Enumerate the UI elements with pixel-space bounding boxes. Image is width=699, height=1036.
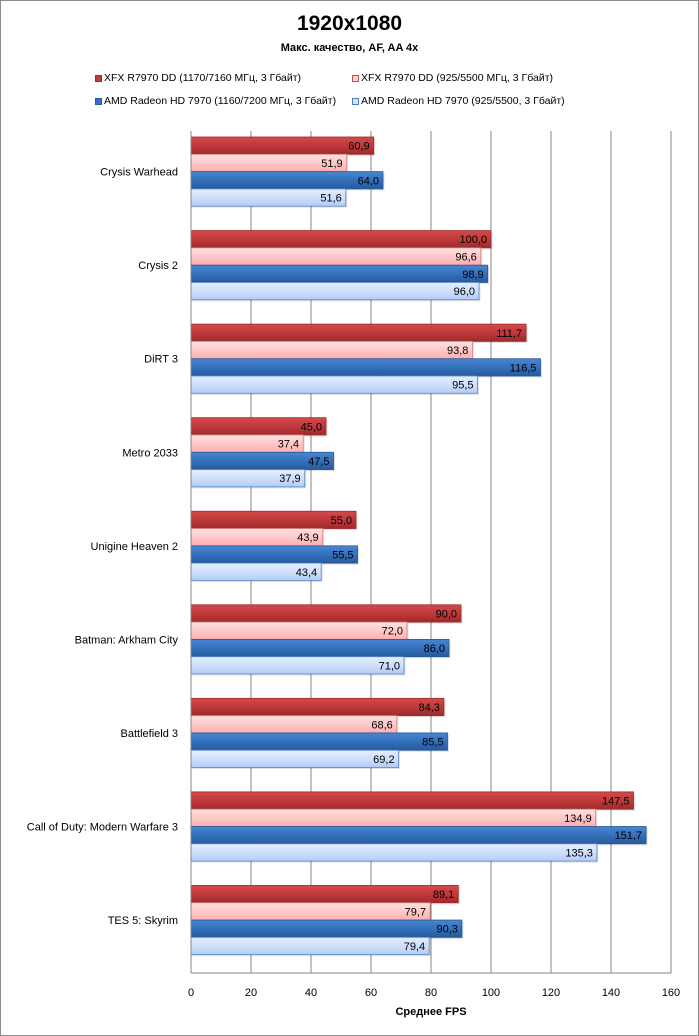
- x-tick-label: 0: [188, 987, 194, 999]
- bar-value-label: 37,4: [278, 439, 299, 451]
- bar-value-label: 64,0: [358, 175, 379, 187]
- bar-series-2: [190, 358, 541, 377]
- x-tick-label: 60: [365, 987, 377, 999]
- bar-value-label: 100,0: [459, 234, 487, 246]
- bar-series-1: [190, 808, 597, 827]
- bar-value-label: 68,6: [371, 719, 392, 731]
- legend-swatch-series-0: [95, 74, 102, 82]
- category-label: Metro 2033: [122, 447, 178, 459]
- bar-value-label: 84,3: [418, 702, 439, 714]
- bar-value-label: 69,2: [373, 754, 394, 766]
- bar-value-label: 134,9: [564, 813, 592, 825]
- legend-label-series-3: AMD Radeon HD 7970 (925/5500, 3 Гбайт): [361, 95, 565, 107]
- category-label: Unigine Heaven 2: [91, 541, 178, 553]
- bar-value-label: 98,9: [462, 269, 483, 281]
- bar-value-label: 51,6: [320, 193, 341, 205]
- bars: 60,9 51,9 64,0 51,6 100,0 96,6 98,9 96,0 111,7 93…: [190, 136, 648, 957]
- bar-series-1: [190, 341, 473, 360]
- bar-value-label: 86,0: [424, 643, 445, 655]
- bar-value-label: 60,9: [348, 141, 369, 153]
- chart-title: 1920x1080: [296, 12, 403, 35]
- legend-label-series-1: XFX R7970 DD (925/5500 МГц, 3 Гбайт): [361, 72, 553, 84]
- bar-series-0: [190, 604, 462, 623]
- bar-series-0: [190, 136, 375, 155]
- category-label: Call of Duty: Modern Warfare 3: [27, 821, 178, 833]
- chart-subtitle: Макс. качество, AF, AA 4x: [280, 42, 419, 54]
- bar-value-label: 51,9: [321, 158, 342, 170]
- bar-value-label: 147,5: [602, 796, 630, 808]
- x-tick-label: 100: [482, 987, 500, 999]
- bar-value-label: 135,3: [565, 847, 593, 859]
- bar-value-label: 79,7: [405, 906, 426, 918]
- bar-series-0: [190, 791, 634, 810]
- legend-swatch-series-3: [352, 97, 359, 105]
- bar-value-label: 85,5: [422, 737, 443, 749]
- legend-item-series-2: AMD Radeon HD 7970 (1160/7200 МГц, 3 Гба…: [95, 95, 336, 107]
- bar-value-label: 37,9: [279, 473, 300, 485]
- bar-series-1: [190, 902, 431, 921]
- bar-series-0: [190, 885, 459, 904]
- bar-value-label: 116,5: [510, 362, 537, 374]
- x-tick-label: 120: [542, 987, 560, 999]
- bar-value-label: 43,4: [296, 567, 317, 579]
- bar-series-3: [190, 282, 480, 301]
- legend-swatch-series-2: [95, 97, 102, 105]
- category-label: TES 5: Skyrim: [108, 915, 178, 927]
- category-label: Crysis Warhead: [100, 167, 178, 179]
- bar-value-label: 79,4: [404, 941, 425, 953]
- bar-value-label: 43,9: [297, 532, 318, 544]
- bar-series-1: [190, 247, 482, 266]
- bar-series-2: [190, 919, 463, 938]
- bar-series-3: [190, 749, 400, 768]
- bar-value-label: 111,7: [496, 328, 522, 340]
- axes: 0 20 40 60 80 100 120 140 160 Crysis Warhead Crysi…: [27, 131, 680, 999]
- x-tick-label: 160: [662, 987, 680, 999]
- bar-value-label: 90,0: [436, 608, 457, 620]
- x-tick-label: 40: [305, 987, 317, 999]
- x-tick-label: 20: [245, 987, 257, 999]
- category-label: Batman: Arkham City: [75, 634, 179, 646]
- legend-label-series-0: XFX R7970 DD (1170/7160 МГц, 3 Гбайт): [104, 72, 302, 84]
- bar-value-label: 151,7: [615, 830, 643, 842]
- bar-value-label: 90,3: [436, 924, 457, 936]
- bar-value-label: 45,0: [301, 421, 322, 433]
- bar-series-0: [190, 323, 527, 342]
- bar-series-3: [190, 656, 405, 675]
- bar-value-label: 72,0: [382, 626, 403, 638]
- legend-swatch-series-1: [352, 74, 359, 82]
- bar-series-3: [190, 843, 598, 862]
- bar-series-3: [190, 375, 478, 394]
- bar-series-2: [190, 264, 489, 283]
- bar-value-label: 89,1: [433, 889, 454, 901]
- legend-item-series-0: XFX R7970 DD (1170/7160 МГц, 3 Гбайт): [95, 72, 301, 84]
- bar-value-label: 96,6: [455, 252, 476, 264]
- x-tick-label: 80: [425, 987, 437, 999]
- bar-value-label: 55,0: [331, 515, 352, 527]
- bar-series-2: [190, 638, 450, 658]
- legend-item-series-1: XFX R7970 DD (925/5500 МГц, 3 Гбайт): [352, 72, 553, 84]
- bar-series-3: [190, 936, 430, 956]
- bar-series-0: [190, 697, 445, 717]
- category-label: Crysis 2: [138, 260, 178, 272]
- legend-item-series-3: AMD Radeon HD 7970 (925/5500, 3 Гбайт): [352, 95, 565, 107]
- bar-series-2: [190, 826, 647, 845]
- bar-series-2: [190, 732, 448, 751]
- bar-value-label: 95,5: [452, 380, 473, 392]
- x-tick-label: 140: [602, 987, 620, 999]
- x-axis-label: Среднее FPS: [395, 1006, 466, 1018]
- bar-value-label: 55,5: [332, 549, 353, 561]
- bar-series-2: [190, 171, 384, 190]
- legend-label-series-2: AMD Radeon HD 7970 (1160/7200 МГц, 3 Гба…: [104, 95, 337, 107]
- bar-value-label: 93,8: [447, 345, 468, 357]
- category-label: DiRT 3: [144, 354, 178, 366]
- bar-value-label: 71,0: [379, 660, 400, 672]
- category-label: Battlefield 3: [121, 728, 178, 740]
- bar-value-label: 96,0: [454, 286, 475, 298]
- bar-series-1: [190, 621, 408, 640]
- bar-value-label: 47,5: [308, 456, 329, 468]
- bar-series-1: [190, 715, 398, 734]
- bar-series-0: [190, 230, 492, 249]
